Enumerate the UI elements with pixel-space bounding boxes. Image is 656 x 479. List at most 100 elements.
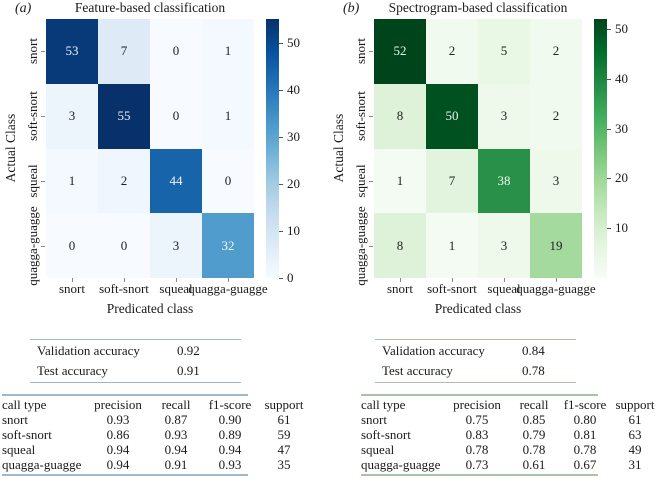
metrics-cell: 61	[628, 411, 642, 427]
y-axis-tick	[41, 180, 45, 182]
confusion-matrix: 52 2 5 2 8 50 3 2 1 7 38 3 8 1 3 19	[374, 19, 582, 278]
matrix-cell: 50	[426, 83, 478, 149]
metrics-cell: 0.94	[218, 441, 242, 457]
metrics-cell: 0.61	[522, 456, 546, 472]
metrics-cell: snort	[2, 411, 28, 427]
metrics-header-row: call type precision recall f1-score support	[361, 397, 656, 412]
metrics-cell: 59	[277, 426, 291, 442]
colorbar-tick	[607, 78, 611, 80]
x-axis-tick	[452, 278, 453, 282]
y-tick-label: squeal	[25, 164, 40, 198]
x-axis-label: Predicated class	[434, 301, 522, 316]
x-axis-tick	[124, 278, 125, 282]
metrics-cell: 0.78	[522, 441, 546, 457]
matrix-cell: 7	[426, 148, 478, 214]
metrics-cell: soft-snort	[361, 426, 411, 442]
matrix-cell: 5	[478, 19, 530, 84]
metrics-cell: 0.73	[465, 456, 489, 472]
colorbar	[594, 19, 607, 278]
matrix-cell: 8	[374, 213, 426, 278]
metrics-header: support	[264, 396, 304, 412]
accuracy-table: Validation accuracy 0.84 Test accuracy 0.78	[375, 339, 576, 383]
confusion-matrix: 53 7 0 1 3 55 0 1 1 2 44 0 0 0 3 32	[46, 19, 254, 278]
metrics-row: quagga-guagge 0.73 0.61 0.67 31	[361, 457, 656, 472]
accuracy-row: Test accuracy 0.78	[375, 361, 576, 381]
x-tick-label: squeal	[159, 281, 193, 296]
metrics-cell: quagga-guagge	[361, 456, 441, 472]
y-axis-tick	[369, 245, 373, 247]
metrics-cell: 49	[628, 441, 642, 457]
accuracy-label: Validation accuracy	[37, 343, 140, 358]
x-axis-tick	[504, 278, 505, 282]
y-tick-label: squeal	[353, 164, 368, 198]
metrics-cell: 0.78	[465, 441, 489, 457]
metrics-row: soft-snort 0.86 0.93 0.89 59	[2, 427, 310, 442]
metrics-cell: quagga-guagge	[2, 456, 82, 472]
subplot-letter-a: (a)	[15, 1, 32, 16]
colorbar-tick	[607, 228, 611, 230]
metrics-cell: 0.94	[164, 441, 188, 457]
metrics-cell: 47	[277, 441, 291, 457]
metrics-header: call type	[2, 396, 47, 412]
x-tick-label: squeal	[487, 281, 521, 296]
matrix-cell: 19	[530, 213, 582, 278]
y-axis-label: Actual Class	[3, 113, 18, 183]
metrics-cell: 35	[277, 456, 291, 472]
metrics-cell: 0.89	[218, 426, 242, 442]
table-top-rule	[361, 394, 598, 396]
metrics-header: support	[615, 396, 655, 412]
y-tick-label: soft-snort	[25, 91, 40, 142]
matrix-cell: 2	[98, 148, 150, 214]
colorbar-tick	[607, 28, 611, 30]
plot-title: Spectrogram-based classification	[388, 0, 568, 15]
metrics-cell: 63	[628, 426, 642, 442]
metrics-header: recall	[519, 396, 549, 412]
accuracy-table: Validation accuracy 0.92 Test accuracy 0.91	[30, 339, 241, 383]
metrics-row: squeal 0.94 0.94 0.94 47	[2, 442, 310, 457]
colorbar-tick	[607, 178, 611, 180]
metrics-body: call type precision recall f1-score support s…	[2, 394, 310, 472]
matrix-cell: 44	[150, 148, 202, 214]
y-tick-label: quagga-guagge	[353, 205, 368, 286]
matrix-cell: 0	[150, 83, 202, 149]
metrics-row: soft-snort 0.83 0.79 0.81 63	[361, 427, 656, 442]
accuracy-row: Test accuracy 0.91	[30, 361, 241, 381]
colorbar-tick-label: 20	[615, 170, 628, 186]
x-axis-label: Predicated class	[106, 301, 194, 316]
metrics-header: f1-score	[563, 396, 607, 412]
matrix-cell: 52	[374, 19, 426, 84]
matrix-cell: 32	[202, 213, 254, 278]
metrics-cell: 0.86	[106, 426, 130, 442]
accuracy-label: Validation accuracy	[382, 343, 485, 358]
matrix-cell: 8	[374, 83, 426, 149]
y-tick-label: quagga-guagge	[25, 205, 40, 286]
colorbar	[266, 19, 279, 278]
y-axis-tick	[41, 245, 45, 247]
y-axis-tick	[41, 51, 45, 53]
matrix-cell: 1	[46, 148, 98, 214]
metrics-row: snort 0.75 0.85 0.80 61	[361, 412, 656, 427]
metrics-header-row: call type precision recall f1-score support	[2, 397, 310, 412]
matrix-cell: 3	[478, 213, 530, 278]
metrics-cell: 0.79	[522, 426, 546, 442]
metrics-cell: 0.94	[106, 456, 130, 472]
matrix-cell: 1	[202, 83, 254, 149]
panel-feature-based: (a) Feature-based classification Actual …	[2, 0, 310, 476]
matrix-cell: 2	[426, 19, 478, 84]
matrix-cell: 0	[202, 148, 254, 214]
metrics-row: snort 0.93 0.87 0.90 61	[2, 412, 310, 427]
y-axis-label: Actual Class	[331, 113, 346, 183]
metrics-cell: 0.90	[218, 411, 242, 427]
metrics-cell: 31	[628, 456, 642, 472]
metrics-cell: 0.80	[573, 411, 597, 427]
colorbar-tick	[279, 89, 283, 91]
metrics-cell: 0.94	[106, 441, 130, 457]
matrix-cell: 0	[150, 19, 202, 84]
metrics-cell: 0.83	[465, 426, 489, 442]
matrix-cell: 2	[530, 83, 582, 149]
matrix-cell: 0	[46, 213, 98, 278]
metrics-cell: 0.81	[573, 426, 597, 442]
plot-title: Feature-based classification	[74, 0, 226, 15]
metrics-cell: 61	[277, 411, 291, 427]
subplot-letter-b: (b)	[343, 1, 360, 16]
